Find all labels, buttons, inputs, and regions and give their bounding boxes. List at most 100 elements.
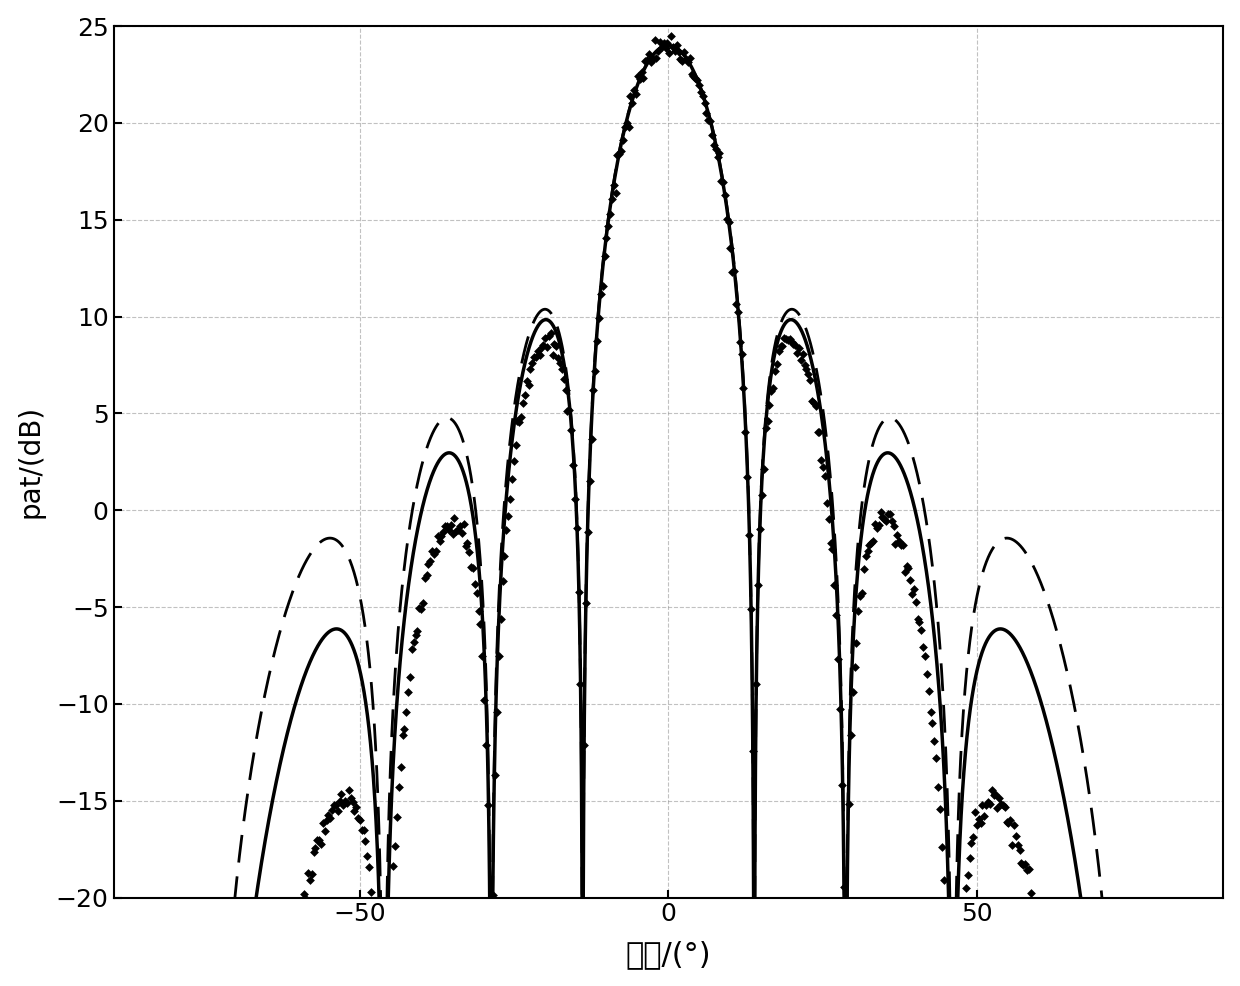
Point [686,70,706,86]
Point [324,797,343,812]
Point [1017,862,1037,878]
Point [706,141,725,157]
Point [746,676,766,692]
Point [611,143,631,159]
Point [826,607,846,623]
Point [379,963,399,979]
Point [991,797,1011,812]
Point [300,872,320,887]
Point [458,534,477,550]
Point [963,829,983,845]
Point [657,35,677,51]
Point [412,601,432,617]
Point [565,491,585,507]
Point [312,815,332,831]
Point [500,491,520,507]
Point [761,384,781,399]
Point [895,564,915,580]
Point [937,967,957,983]
Point [924,733,944,748]
Point [998,815,1018,831]
Point [326,797,346,812]
Point [513,395,533,411]
Point [785,337,805,353]
Point [451,526,471,541]
Point [1013,858,1033,874]
Point [804,394,823,410]
Point [822,540,842,556]
Point [904,581,924,597]
Point [327,804,347,819]
Point [434,524,454,539]
Point [728,304,748,319]
Point [398,684,418,700]
Point [615,119,635,135]
Point [402,641,422,657]
Point [455,537,475,553]
Point [544,335,564,351]
Point [821,534,841,550]
Point [884,518,904,533]
Point [598,218,618,234]
Point [870,504,890,520]
Point [856,547,875,563]
Point [734,380,754,395]
Point [841,727,861,742]
Point [930,802,950,817]
Point [506,437,526,453]
Point [874,511,894,527]
Point [405,627,425,643]
Point [331,786,351,802]
Point [1004,817,1024,833]
Point [672,53,692,69]
Point [469,602,489,618]
Point [386,838,405,854]
Point [847,635,867,651]
Point [919,683,939,699]
Point [591,286,611,302]
Point [676,51,696,67]
Point [281,955,301,971]
Point [759,397,779,413]
Point [541,324,560,340]
Point [413,596,433,611]
Point [554,371,574,387]
Point [562,422,582,438]
Point [994,800,1014,815]
Point [427,543,446,559]
Point [294,886,314,902]
Point [961,835,981,851]
Point [873,510,893,526]
Point [897,558,916,574]
Point [952,922,972,938]
Point [730,333,750,349]
Point [536,330,556,346]
Point [777,332,797,348]
Point [322,802,342,817]
Point [641,54,661,70]
Point [787,345,807,361]
Point [582,431,601,447]
Point [745,967,765,983]
Point [652,38,672,54]
Point [492,573,512,589]
Point [878,506,898,522]
Point [609,146,629,162]
Point [743,742,763,758]
Point [708,149,728,165]
Point [348,810,368,826]
Point [724,263,744,279]
Point [357,849,377,865]
Point [863,533,883,549]
Point [480,924,500,940]
Point [755,421,775,437]
Point [440,518,460,533]
Point [993,798,1013,813]
Point [446,524,466,539]
Point [339,782,358,798]
Point [361,883,381,899]
Point [619,119,639,135]
Point [851,588,870,603]
Point [345,804,365,819]
Point [631,64,651,80]
